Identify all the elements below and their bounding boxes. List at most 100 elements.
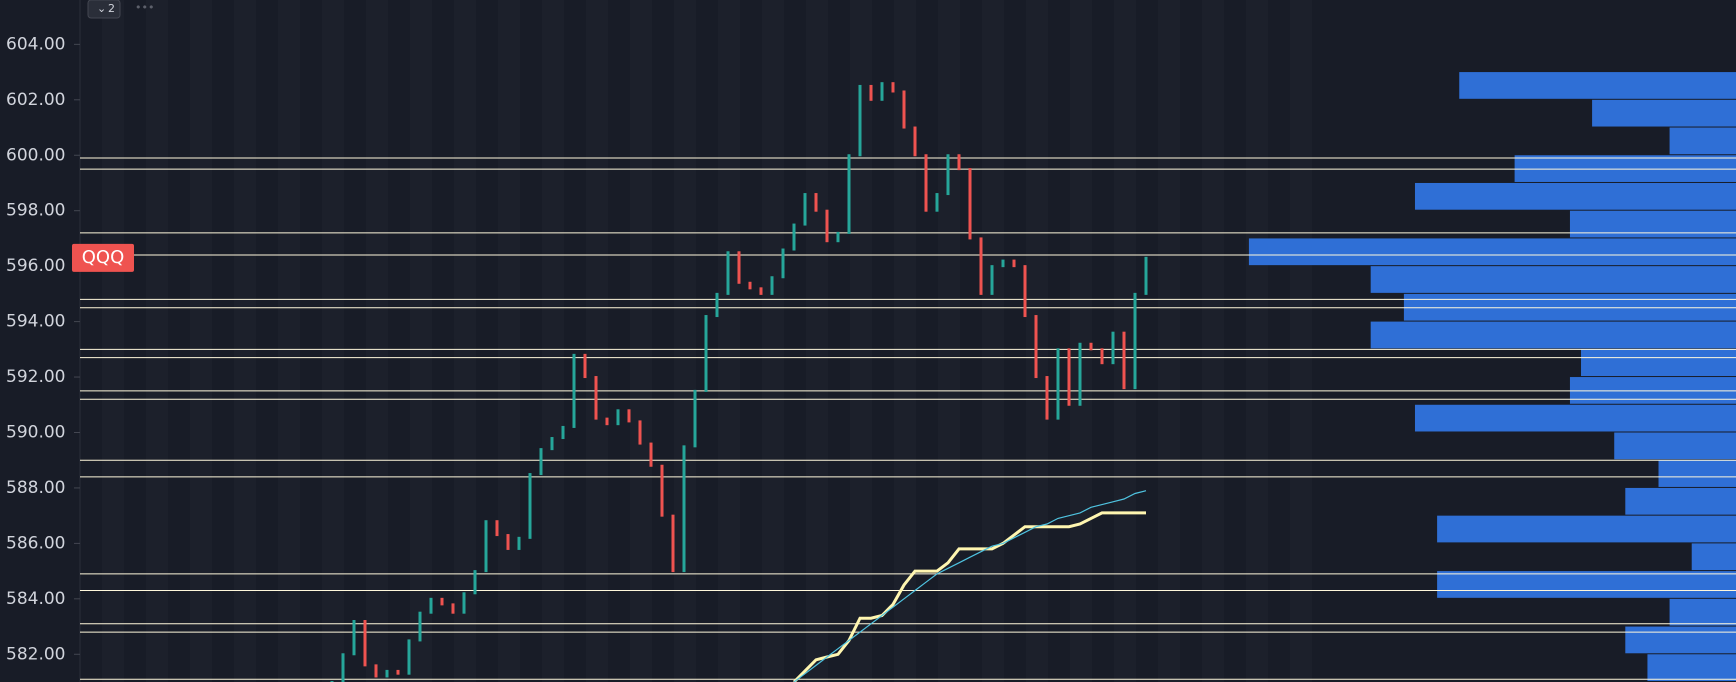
stripe — [498, 0, 520, 682]
badge-more[interactable]: ••• — [135, 1, 154, 14]
price-bar — [990, 265, 994, 295]
price-bar — [594, 376, 598, 420]
badge-count: 2 — [108, 2, 115, 15]
price-bar — [616, 409, 620, 426]
stripe — [630, 0, 652, 682]
price-bar — [869, 84, 873, 101]
price-bar — [506, 534, 510, 550]
price-bar — [770, 276, 774, 295]
stripe — [982, 0, 1004, 682]
price-bar — [1133, 292, 1137, 390]
volume-bar — [1459, 72, 1736, 99]
price-bar — [891, 82, 895, 93]
price-bar — [979, 237, 983, 295]
stripe — [718, 0, 740, 682]
badge[interactable]: ⌄ 2 ••• — [87, 0, 154, 19]
price-bar — [561, 425, 565, 440]
price-bar — [1100, 348, 1104, 365]
y-tick-label: 600.00 — [6, 145, 65, 165]
stripe — [146, 0, 168, 682]
price-bar — [583, 353, 587, 379]
price-bar — [902, 90, 906, 129]
volume-bar — [1437, 515, 1736, 543]
price-bar — [627, 409, 631, 423]
price-bar — [924, 154, 928, 212]
price-bar — [1122, 331, 1126, 390]
price-bar — [1056, 348, 1060, 420]
y-tick-label: 586.00 — [6, 533, 65, 553]
price-bar — [682, 445, 686, 573]
stripe — [190, 0, 212, 682]
price-bar — [473, 570, 477, 595]
stripe — [102, 0, 124, 682]
price-bar — [638, 420, 642, 445]
price-bar — [858, 84, 862, 157]
price-bar — [671, 514, 675, 573]
y-tick-label: 582.00 — [6, 644, 65, 664]
price-bar — [407, 639, 411, 675]
price-bar — [968, 168, 972, 240]
stripe — [806, 0, 828, 682]
y-tick-label: 590.00 — [6, 422, 65, 442]
price-bar — [572, 353, 576, 428]
stripe — [1158, 0, 1180, 682]
volume-bar — [1647, 654, 1736, 681]
price-bar — [935, 193, 939, 212]
badge-caret: ⌄ — [97, 2, 106, 15]
stripe — [322, 0, 344, 682]
stripe — [1246, 0, 1268, 682]
stripe — [1290, 0, 1312, 682]
volume-bar — [1669, 598, 1736, 626]
stripe — [674, 0, 696, 682]
symbol-label: QQQ — [82, 247, 125, 268]
volume-bar — [1248, 238, 1736, 266]
y-tick-label: 602.00 — [6, 90, 65, 110]
price-bar — [1067, 348, 1071, 406]
price-bar — [528, 473, 532, 539]
volume-bar — [1625, 626, 1736, 654]
stripe — [410, 0, 432, 682]
price-bar — [715, 292, 719, 318]
y-tick-label: 594.00 — [6, 312, 65, 332]
overlay-line — [793, 490, 1147, 682]
volume-bar — [1614, 432, 1736, 460]
volume-bar — [1625, 487, 1736, 515]
volume-bar — [1414, 404, 1736, 432]
price-bar — [418, 611, 422, 642]
price-bar — [440, 597, 444, 606]
y-tick-label: 604.00 — [6, 34, 65, 54]
stripe — [894, 0, 916, 682]
price-bar — [792, 223, 796, 251]
badge-box[interactable] — [87, 0, 121, 19]
price-bar — [341, 653, 345, 682]
price-bar — [451, 603, 455, 614]
price-bar — [913, 126, 917, 157]
stripe — [938, 0, 960, 682]
price-bar — [649, 442, 653, 467]
price-bar — [825, 209, 829, 243]
volume-bar — [1370, 266, 1736, 293]
price-bar — [704, 315, 708, 392]
session-stripes — [102, 0, 1312, 682]
stripe — [762, 0, 784, 682]
y-tick-label: 584.00 — [6, 589, 65, 609]
price-bar — [1045, 376, 1049, 420]
volume-bar — [1669, 127, 1736, 155]
price-bar — [1111, 331, 1115, 365]
price-bar — [1089, 342, 1093, 351]
volume-bar — [1403, 293, 1736, 321]
price-bar — [1144, 256, 1148, 295]
price-bar — [605, 417, 609, 426]
price-bar — [880, 82, 884, 101]
volume-bar — [1592, 99, 1736, 127]
price-bar — [847, 154, 851, 234]
y-tick-label: 596.00 — [6, 256, 65, 276]
y-tick-label: 598.00 — [6, 201, 65, 221]
price-bar — [693, 389, 697, 448]
price-bar — [1012, 259, 1016, 268]
stripe — [278, 0, 300, 682]
stripe — [850, 0, 872, 682]
volume-bar — [1414, 182, 1736, 210]
